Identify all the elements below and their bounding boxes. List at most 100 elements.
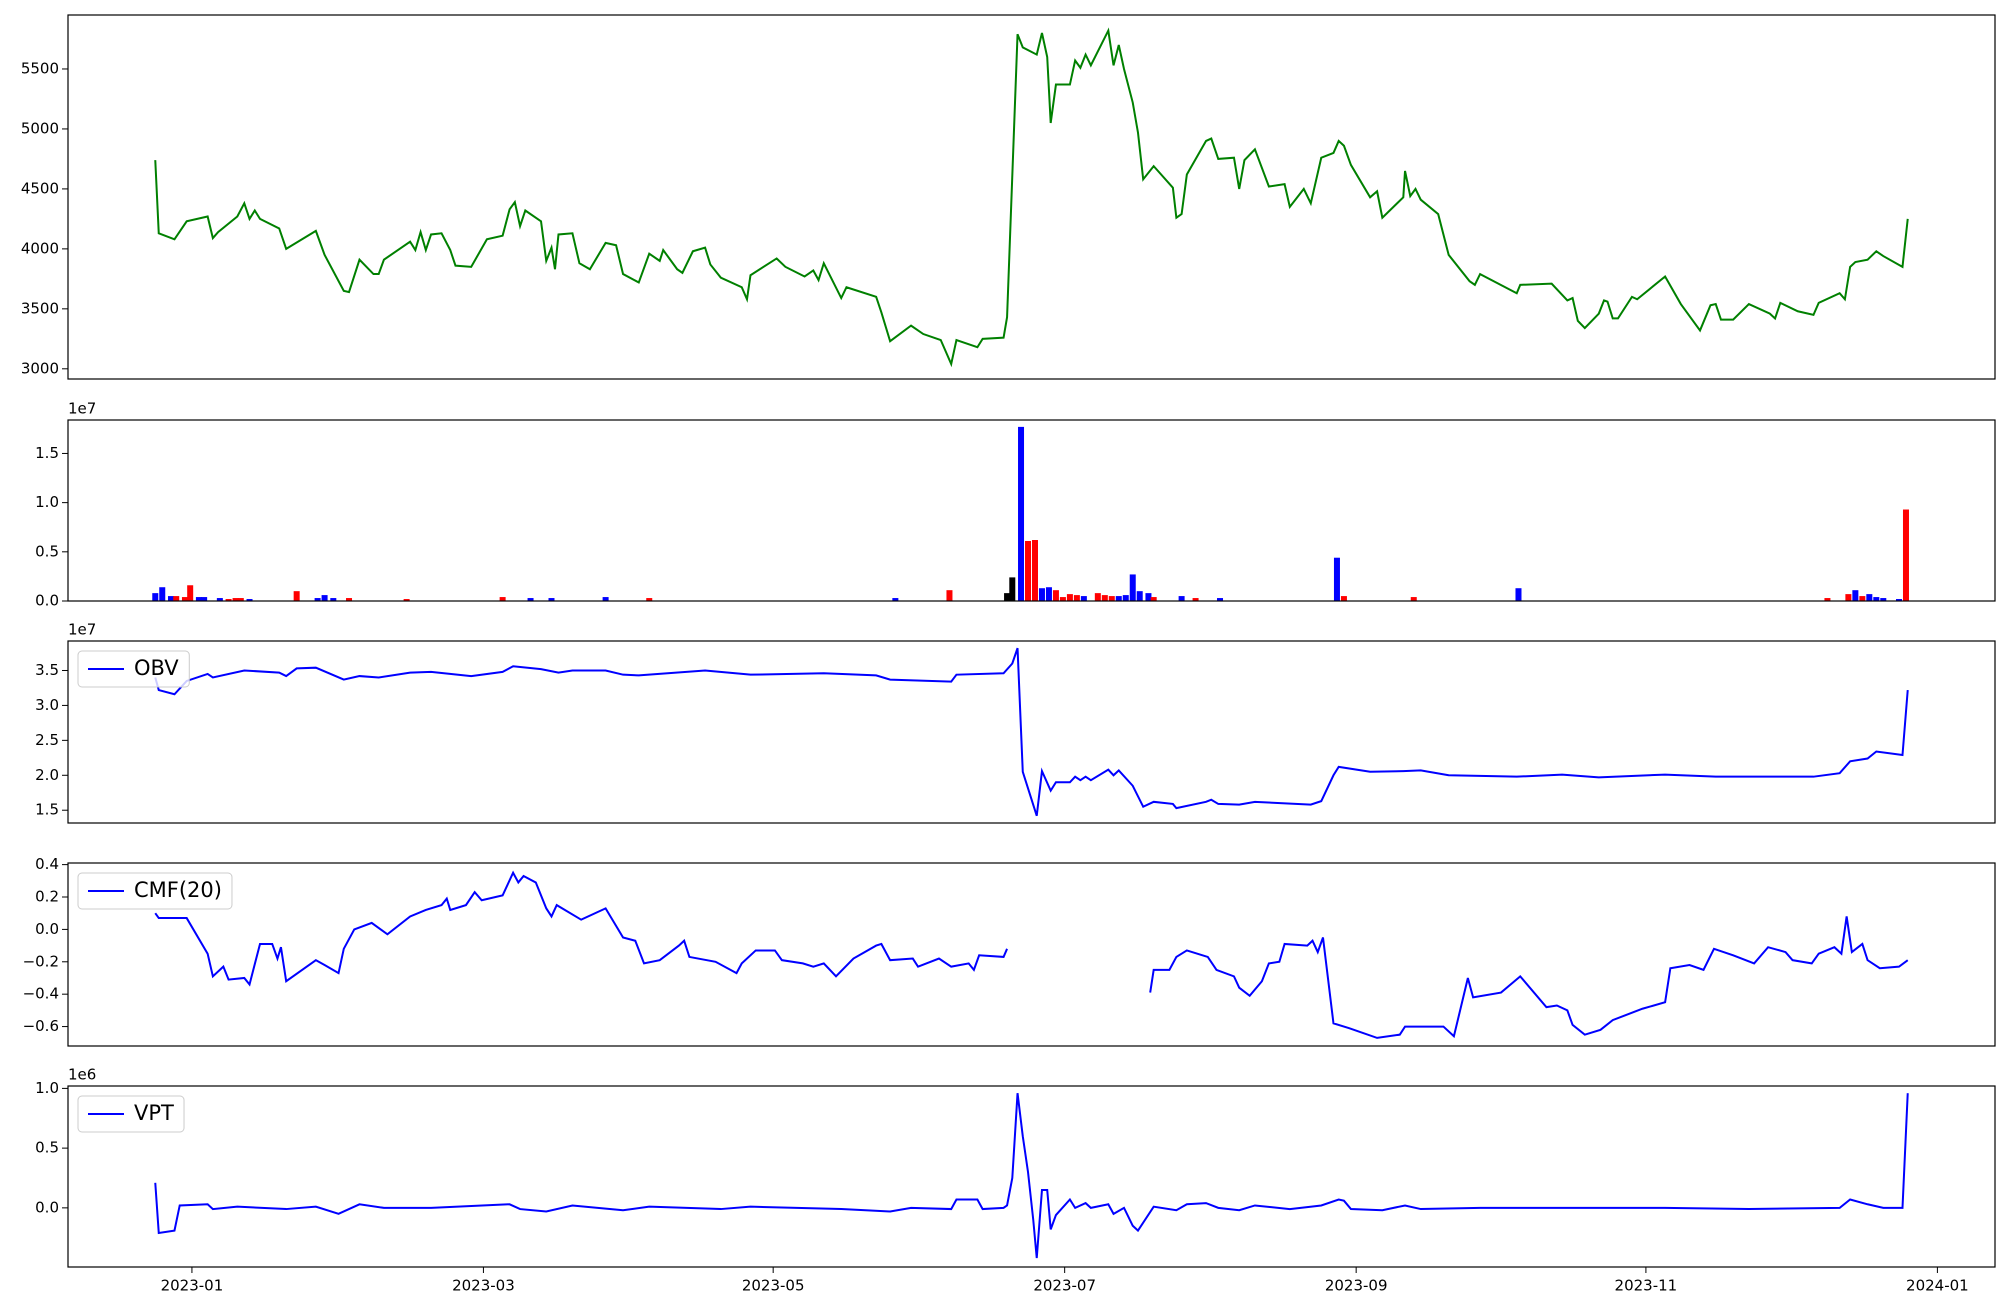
y-tick-label: 4500 [21,179,59,197]
volume-bar [1094,593,1101,601]
volume-bar [1025,540,1032,601]
volume-bar [602,597,609,601]
y-tick-label: 0.5 [35,542,59,560]
volume-bar [1073,595,1080,601]
volume-bar [1052,590,1059,601]
volume-bar [1845,594,1852,601]
legend-box [77,872,233,910]
volume-bar [1824,598,1831,601]
volume-bar [293,591,300,601]
volume-bar [1340,596,1347,601]
volume-bar [1902,509,1909,601]
volume-bar [527,598,534,601]
x-tick-label: 2023-09 [1325,1277,1388,1295]
volume-bar [1880,598,1887,601]
y-tick-label: 0.0 [35,592,59,610]
y-tick-label: 1.5 [35,801,59,819]
x-tick-label: 2024-01 [1906,1277,1969,1295]
volume-bar [1852,590,1859,601]
volume-bar [1108,596,1115,601]
x-tick-label: 2023-05 [742,1277,805,1295]
volume-bar [892,598,899,601]
price-line [154,27,1909,368]
volume-bar [314,598,321,601]
volume-bar [1145,593,1152,601]
volume-bar [225,599,232,601]
volume-bar [646,598,653,601]
volume-bar [946,590,953,601]
axes-frame [67,1085,1996,1268]
volume-bar [1873,597,1880,601]
volume-bar [1004,593,1011,601]
volume-bar [1080,596,1087,601]
y-tick-label: 5000 [21,119,59,137]
axes-frame [67,862,1996,1047]
volume-bar [1038,588,1045,601]
volume-bar [1217,598,1224,601]
y-tick-label: 0.4 [35,855,59,873]
volume-bar [195,597,202,601]
volume-bar [499,597,506,601]
volume-bar [152,593,159,601]
axes-frame [67,14,1996,380]
volume-bar [187,585,194,601]
volume-bar [1129,574,1136,601]
axes-frame [67,419,1996,602]
volume-bar [1333,557,1340,601]
series-line [154,1093,1909,1259]
volume-bar [1150,597,1157,601]
y-tick-label: −0.4 [23,985,59,1003]
volume-bar [232,598,239,601]
y-tick-label: 1.0 [35,1079,59,1097]
x-tick-label: 2023-01 [161,1277,224,1295]
y-tick-label: 3.0 [35,696,59,714]
y-offset-label: 1e7 [68,400,96,418]
legend-label: CMF(20) [134,878,222,902]
legend-label: VPT [134,1101,174,1125]
series-line [154,870,1909,1039]
volume-bar [1101,595,1108,601]
y-offset-label: 1e7 [68,621,96,639]
volume-bar [548,598,555,601]
volume-bar [1122,595,1129,601]
volume-bar [201,597,208,601]
legend-box [77,1095,185,1133]
volume-bar [216,598,223,601]
y-tick-label: 3000 [21,359,59,377]
y-tick-label: 2.5 [35,731,59,749]
volume-bar [237,598,244,601]
y-tick-label: 4000 [21,239,59,257]
y-tick-label: 1.5 [35,444,59,462]
y-tick-label: 5500 [21,59,59,77]
volume-bar [1866,594,1873,601]
y-tick-label: 1.0 [35,493,59,511]
volume-bar [1895,599,1902,601]
y-tick-label: 0.0 [35,920,59,938]
volume-bar [167,596,174,601]
volume-bar [346,598,353,601]
series-line [154,647,1909,817]
volume-bar [1045,587,1052,601]
volume-bar [1059,597,1066,601]
volume-bar [1178,596,1185,601]
volume-bar [321,595,328,601]
volume-bar [1192,598,1199,601]
legend: OBV [77,650,190,688]
volume-bar [173,596,180,601]
legend: CMF(20) [77,872,233,910]
legend-label: OBV [134,656,179,680]
y-tick-label: 0.2 [35,888,59,906]
volume-bar [1515,588,1522,601]
volume-bar [1136,591,1143,601]
y-tick-label: 0.0 [35,1198,59,1216]
volume-bar [1009,577,1016,601]
y-offset-label: 1e6 [68,1066,96,1084]
volume-bar [159,587,166,601]
y-tick-label: 3.5 [35,661,59,679]
y-tick-label: 0.5 [35,1139,59,1157]
volume-bar [1115,596,1122,601]
volume-bar [403,599,410,601]
volume-bar [1410,597,1417,601]
volume-bar [246,599,253,601]
